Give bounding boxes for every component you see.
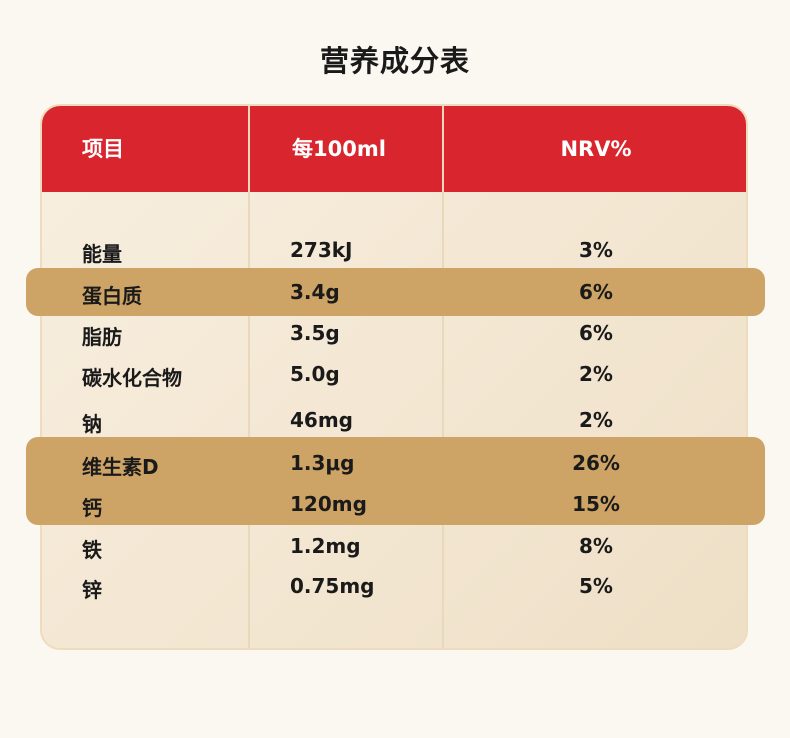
column-divider xyxy=(442,106,444,648)
row-name: 维生素D xyxy=(82,455,159,479)
table-row: 锌 0.75mg 5% xyxy=(0,566,790,606)
row-value: 1.3μg xyxy=(290,451,355,475)
row-value: 273kJ xyxy=(290,238,353,262)
nutrition-table: 项目 每100ml NRV% xyxy=(40,104,748,650)
header-nrv: NRV% xyxy=(560,137,632,161)
row-name: 钠 xyxy=(82,412,102,436)
row-value: 46mg xyxy=(290,408,353,432)
row-nrv: 6% xyxy=(579,280,613,304)
row-name: 脂肪 xyxy=(82,325,122,349)
table-row: 维生素D 1.3μg 26% xyxy=(0,443,790,483)
column-divider xyxy=(248,106,250,648)
table-row: 脂肪 3.5g 6% xyxy=(0,313,790,353)
table-row: 碳水化合物 5.0g 2% xyxy=(0,354,790,394)
row-nrv: 2% xyxy=(579,362,613,386)
row-nrv: 5% xyxy=(579,574,613,598)
row-nrv: 3% xyxy=(579,238,613,262)
row-nrv: 26% xyxy=(572,451,620,475)
row-value: 3.4g xyxy=(290,280,340,304)
table-row: 钙 120mg 15% xyxy=(0,484,790,524)
row-name: 碳水化合物 xyxy=(82,366,182,390)
row-highlight xyxy=(26,437,765,525)
table-row: 铁 1.2mg 8% xyxy=(0,526,790,566)
row-value: 120mg xyxy=(290,492,367,516)
table-row: 能量 273kJ 3% xyxy=(0,230,790,270)
row-nrv: 2% xyxy=(579,408,613,432)
table-row: 蛋白质 3.4g 6% xyxy=(0,272,790,312)
row-value: 3.5g xyxy=(290,321,340,345)
header-item: 项目 xyxy=(82,137,124,161)
row-name: 铁 xyxy=(82,538,102,562)
table-row: 钠 46mg 2% xyxy=(0,400,790,440)
row-value: 1.2mg xyxy=(290,534,361,558)
row-highlight xyxy=(26,268,765,316)
row-value: 0.75mg xyxy=(290,574,375,598)
header-per-100ml: 每100ml xyxy=(292,137,386,161)
row-name: 能量 xyxy=(82,242,122,266)
row-name: 蛋白质 xyxy=(82,284,142,308)
row-nrv: 6% xyxy=(579,321,613,345)
row-value: 5.0g xyxy=(290,362,340,386)
row-nrv: 8% xyxy=(579,534,613,558)
row-nrv: 15% xyxy=(572,492,620,516)
page-title: 营养成分表 xyxy=(319,44,470,78)
row-name: 钙 xyxy=(82,496,102,520)
table-header xyxy=(42,106,746,192)
row-name: 锌 xyxy=(82,578,102,602)
